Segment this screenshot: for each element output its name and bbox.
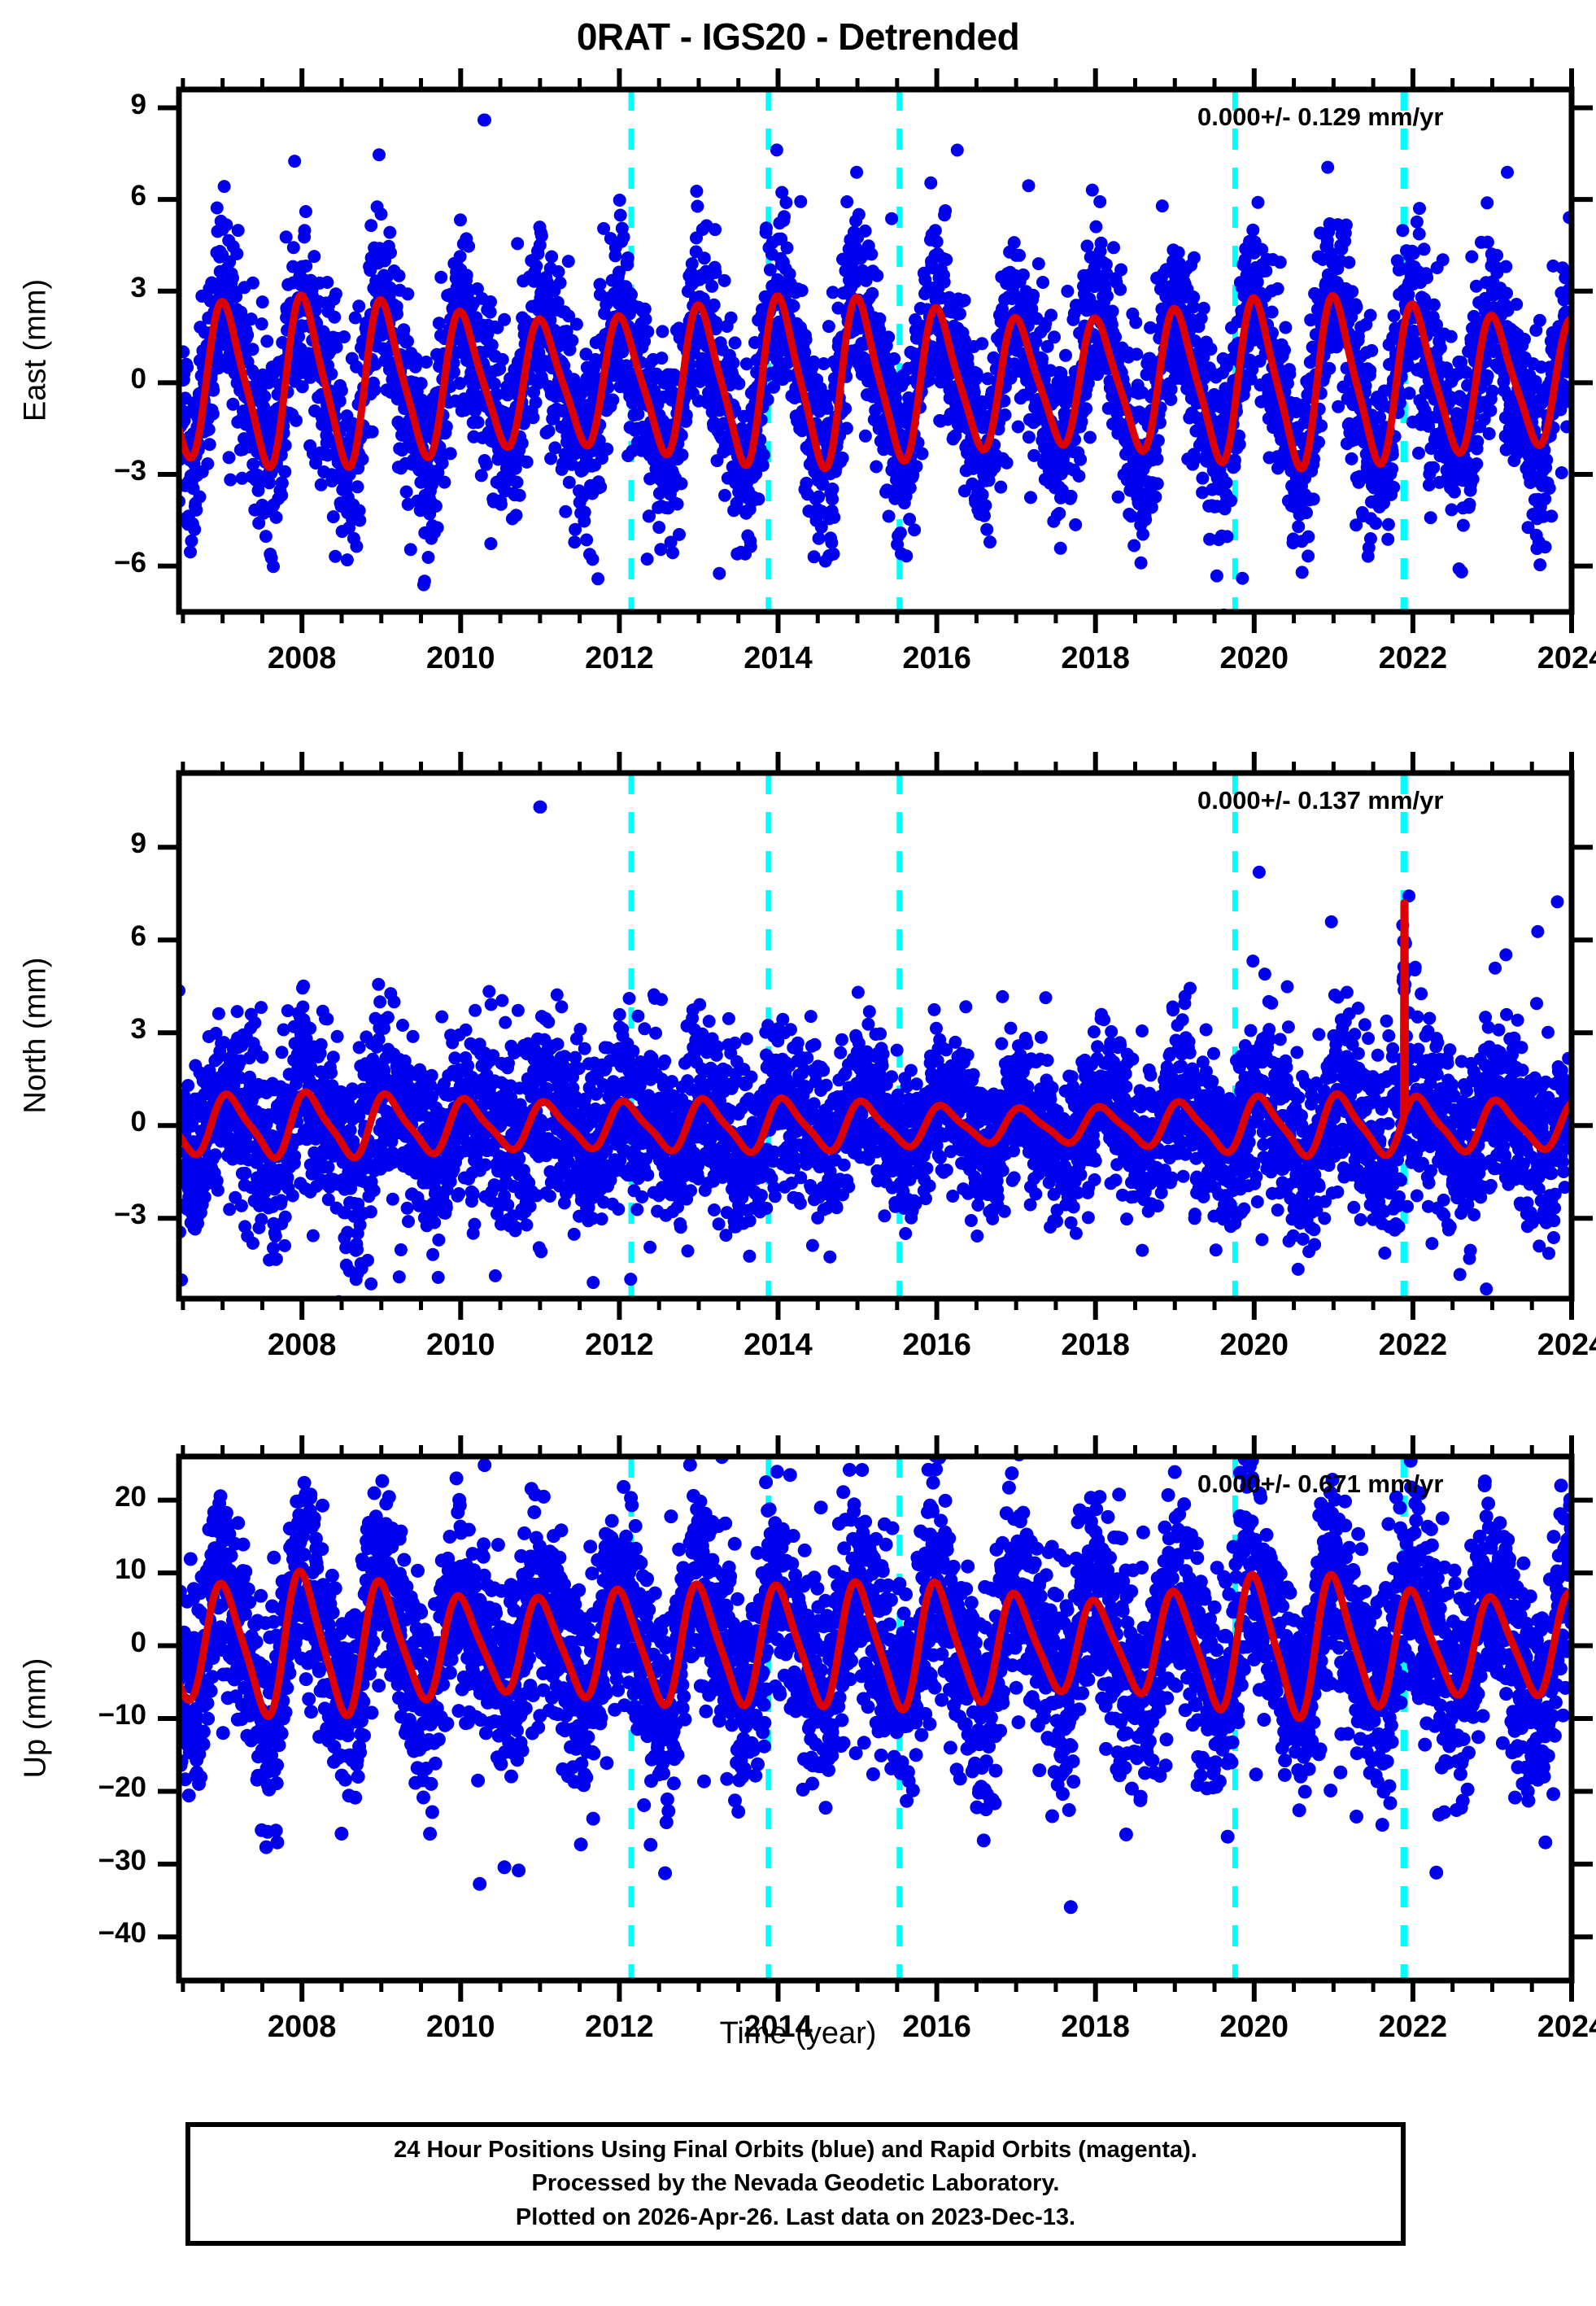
- xtick-label: 2016: [872, 641, 1002, 676]
- xtick-label: 2024: [1507, 641, 1596, 676]
- ytick-label: 0: [41, 1627, 146, 1659]
- yaxis-label-east: East (mm): [19, 41, 54, 661]
- ytick-label: 3: [41, 1013, 146, 1046]
- ytick-label: −20: [41, 1771, 146, 1804]
- xtick-label: 2020: [1189, 641, 1319, 676]
- xtick-label: 2012: [554, 641, 684, 676]
- xtick-label: 2012: [554, 1328, 684, 1363]
- xtick-label: 2014: [713, 1328, 844, 1363]
- ytick-label: 3: [41, 272, 146, 304]
- ytick-label: −3: [41, 1199, 146, 1231]
- rate-annotation-up: 0.000+/- 0.671 mm/yr: [1197, 1470, 1443, 1499]
- xtick-label: 2018: [1031, 1328, 1161, 1363]
- ytick-label: 6: [41, 180, 146, 212]
- xtick-label: 2020: [1189, 1328, 1319, 1363]
- yaxis-label-north: North (mm): [19, 724, 54, 1347]
- ytick-label: −6: [41, 547, 146, 579]
- ytick-label: −40: [41, 1917, 146, 1950]
- xtick-label: 2022: [1348, 1328, 1478, 1363]
- ytick-label: 9: [41, 828, 146, 860]
- xtick-label: 2014: [713, 641, 844, 676]
- ytick-label: 0: [41, 1106, 146, 1138]
- xtick-label: 2010: [395, 641, 525, 676]
- caption-line-3: Plotted on 2026-Apr-26. Last data on 202…: [516, 2201, 1075, 2234]
- rate-annotation-north: 0.000+/- 0.137 mm/yr: [1197, 786, 1443, 815]
- xtick-label: 2010: [395, 1328, 525, 1363]
- ytick-label: −3: [41, 455, 146, 487]
- xtick-label: 2008: [237, 1328, 367, 1363]
- caption-box: 24 Hour Positions Using Final Orbits (bl…: [185, 2122, 1406, 2246]
- ytick-label: 6: [41, 920, 146, 953]
- ytick-label: 10: [41, 1553, 146, 1586]
- xtick-label: 2016: [872, 1328, 1002, 1363]
- ytick-label: 20: [41, 1481, 146, 1513]
- ytick-label: 9: [41, 89, 146, 121]
- yaxis-label-up: Up (mm): [19, 1408, 54, 2029]
- rate-annotation-east: 0.000+/- 0.129 mm/yr: [1197, 103, 1443, 132]
- ytick-label: −30: [41, 1845, 146, 1877]
- xtick-label: 2018: [1031, 641, 1161, 676]
- ytick-label: 0: [41, 363, 146, 395]
- caption-line-2: Processed by the Nevada Geodetic Laborat…: [532, 2167, 1060, 2200]
- xtick-label: 2022: [1348, 641, 1478, 676]
- xaxis-label: Time (year): [0, 2016, 1596, 2051]
- xtick-label: 2008: [237, 641, 367, 676]
- ytick-label: −10: [41, 1699, 146, 1732]
- xtick-label: 2024: [1507, 1328, 1596, 1363]
- caption-line-1: 24 Hour Positions Using Final Orbits (bl…: [394, 2133, 1197, 2167]
